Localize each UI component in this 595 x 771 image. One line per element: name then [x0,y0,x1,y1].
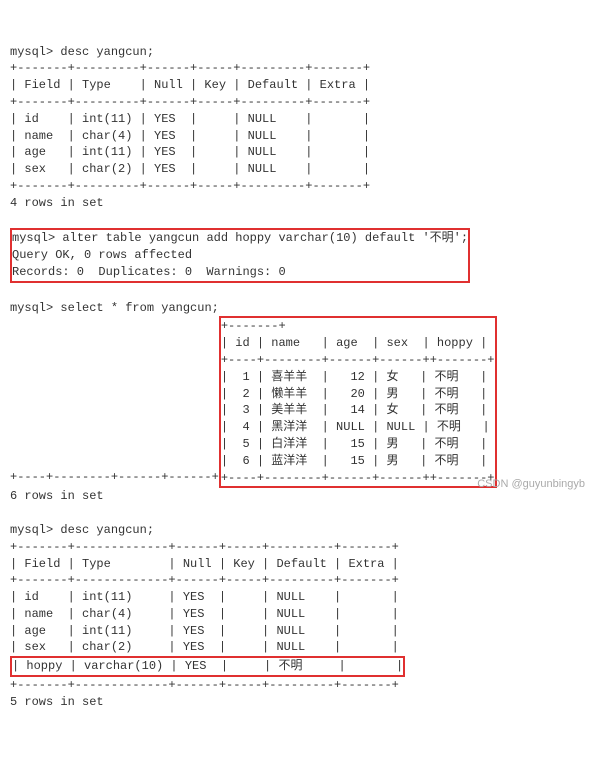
desc2-sep: +-------+-------------+------+-----+----… [10,540,399,554]
desc1-sep3: +-------+---------+------+-----+--------… [10,179,370,193]
watermark: CSDN @guyunbingyb [477,477,585,492]
desc2-r3: | sex | char(2) | YES | | NULL | | [10,640,399,654]
desc2-r2: | age | int(11) | YES | | NULL | | [10,624,399,638]
desc2-foot: 5 rows in set [10,695,104,709]
desc1-foot: 4 rows in set [10,196,104,210]
desc1-hdr: | Field | Type | Null | Key | Default | … [10,78,370,92]
hoppy-col: +-------+ | id | name | age | sex | hopp… [219,316,497,488]
desc2-sep2: +-------+-------------+------+-----+----… [10,573,399,587]
desc1-r3: | sex | char(2) | YES | | NULL | | [10,162,370,176]
prompt3: mysql> [10,301,53,315]
desc1-sep: +-------+---------+------+-----+--------… [10,61,370,75]
alter-block: mysql> alter table yangcun add hoppy var… [10,228,470,282]
prompt4: mysql> [10,523,53,537]
hoppy-row: | hoppy | varchar(10) | YES | | 不明 | | [10,656,405,677]
cmd-select: select * from yangcun; [60,301,218,315]
desc2-sep3: +-------+-------------+------+-----+----… [10,678,399,692]
desc1-r0: | id | int(11) | YES | | NULL | | [10,112,370,126]
desc1-r2: | age | int(11) | YES | | NULL | | [10,145,370,159]
prompt: mysql> [10,45,53,59]
cmd-desc1: desc yangcun; [60,45,154,59]
desc1-sep2: +-------+---------+------+-----+--------… [10,95,370,109]
desc1-r1: | name | char(4) | YES | | NULL | | [10,129,370,143]
cmd-desc2: desc yangcun; [60,523,154,537]
sel-foot: 6 rows in set [10,489,104,503]
desc2-r1: | name | char(4) | YES | | NULL | | [10,607,399,621]
desc2-r0: | id | int(11) | YES | | NULL | | [10,590,399,604]
desc2-hdr: | Field | Type | Null | Key | Default | … [10,557,399,571]
sel-sep: +----+--------+------+------+ [10,471,219,485]
